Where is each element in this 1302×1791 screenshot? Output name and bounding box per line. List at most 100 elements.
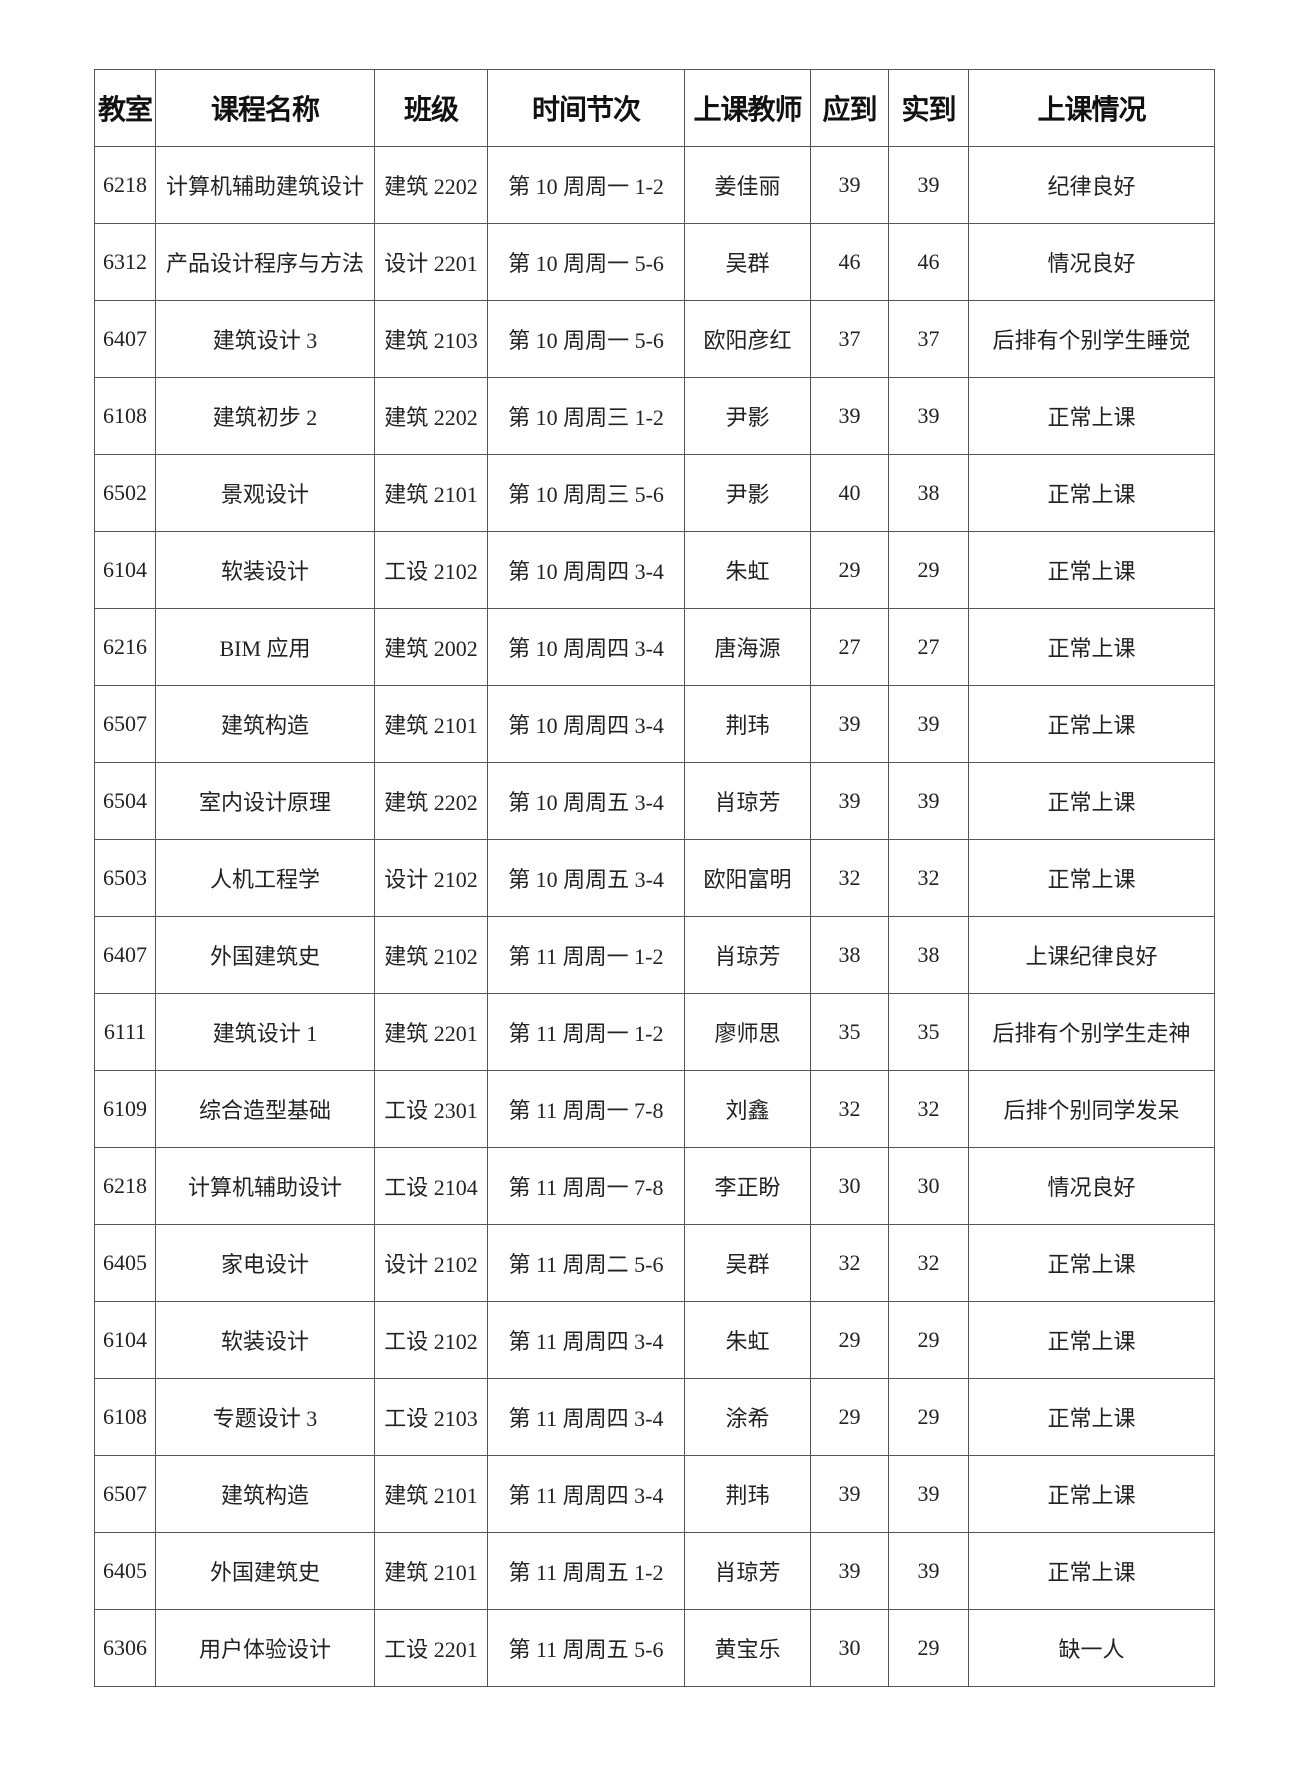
cell-time-slot: 第 11 周周一 1-2	[487, 993, 685, 1071]
cell-teacher: 朱虹	[684, 531, 811, 609]
cell-present: 32	[888, 1070, 969, 1148]
cell-classroom: 6405	[94, 1532, 156, 1610]
cell-course-name: 软装设计	[155, 1301, 375, 1379]
cell-status: 后排个别同学发呆	[968, 1070, 1215, 1148]
cell-class: 设计 2102	[374, 1224, 488, 1302]
cell-time-slot: 第 11 周周四 3-4	[487, 1455, 685, 1533]
cell-expected: 29	[810, 1301, 889, 1379]
cell-class: 建筑 2101	[374, 1455, 488, 1533]
cell-class: 工设 2201	[374, 1609, 488, 1687]
table-row: 6407 建筑设计 3 建筑 2103 第 10 周周一 5-6 欧阳彦红 37 37 后排有…	[94, 300, 1215, 378]
cell-teacher: 荆玮	[684, 685, 811, 763]
cell-status: 后排有个别学生走神	[968, 993, 1215, 1071]
cell-class: 工设 2103	[374, 1378, 488, 1456]
cell-status: 正常上课	[968, 1378, 1215, 1456]
cell-present: 38	[888, 916, 969, 994]
cell-expected: 39	[810, 377, 889, 455]
cell-class: 工设 2102	[374, 1301, 488, 1379]
cell-teacher: 肖琼芳	[684, 762, 811, 840]
cell-present: 39	[888, 762, 969, 840]
cell-classroom: 6216	[94, 608, 156, 686]
cell-teacher: 肖琼芳	[684, 916, 811, 994]
cell-course-name: 专题设计 3	[155, 1378, 375, 1456]
cell-classroom: 6104	[94, 531, 156, 609]
cell-present: 32	[888, 1224, 969, 1302]
cell-expected: 32	[810, 839, 889, 917]
cell-time-slot: 第 11 周周一 1-2	[487, 916, 685, 994]
cell-teacher: 荆玮	[684, 1455, 811, 1533]
cell-time-slot: 第 10 周周五 3-4	[487, 762, 685, 840]
cell-course-name: 建筑构造	[155, 685, 375, 763]
cell-time-slot: 第 10 周周三 5-6	[487, 454, 685, 532]
header-row: 教室 课程名称 班级 时间节次 上课教师 应到 实到 上课情况	[94, 69, 1215, 147]
cell-expected: 38	[810, 916, 889, 994]
cell-course-name: 综合造型基础	[155, 1070, 375, 1148]
cell-present: 37	[888, 300, 969, 378]
cell-status: 正常上课	[968, 685, 1215, 763]
cell-time-slot: 第 10 周周四 3-4	[487, 531, 685, 609]
cell-expected: 29	[810, 531, 889, 609]
table-row: 6111 建筑设计 1 建筑 2201 第 11 周周一 1-2 廖师思 35 35 后排有个…	[94, 993, 1215, 1071]
cell-expected: 29	[810, 1378, 889, 1456]
cell-classroom: 6104	[94, 1301, 156, 1379]
cell-teacher: 廖师思	[684, 993, 811, 1071]
cell-status: 正常上课	[968, 1532, 1215, 1610]
cell-teacher: 肖琼芳	[684, 1532, 811, 1610]
cell-status: 正常上课	[968, 1455, 1215, 1533]
cell-course-name: 家电设计	[155, 1224, 375, 1302]
cell-class: 建筑 2101	[374, 454, 488, 532]
cell-classroom: 6109	[94, 1070, 156, 1148]
cell-class: 工设 2102	[374, 531, 488, 609]
cell-class: 建筑 2101	[374, 1532, 488, 1610]
cell-teacher: 黄宝乐	[684, 1609, 811, 1687]
cell-status: 情况良好	[968, 223, 1215, 301]
attendance-table: 教室 课程名称 班级 时间节次 上课教师 应到 实到 上课情况 6218 计算机辅助建筑设计 建筑…	[94, 69, 1215, 1687]
table-row: 6104 软装设计 工设 2102 第 10 周周四 3-4 朱虹 29 29 正常上课	[94, 531, 1215, 609]
cell-present: 39	[888, 377, 969, 455]
cell-teacher: 尹影	[684, 377, 811, 455]
cell-status: 正常上课	[968, 1301, 1215, 1379]
table-row: 6216 BIM 应用 建筑 2002 第 10 周周四 3-4 唐海源 27 27 正常上课	[94, 608, 1215, 686]
cell-expected: 37	[810, 300, 889, 378]
cell-status: 正常上课	[968, 1224, 1215, 1302]
table-row: 6507 建筑构造 建筑 2101 第 11 周周四 3-4 荆玮 39 39 正常上课	[94, 1455, 1215, 1533]
cell-time-slot: 第 11 周周四 3-4	[487, 1378, 685, 1456]
cell-course-name: 室内设计原理	[155, 762, 375, 840]
cell-teacher: 姜佳丽	[684, 146, 811, 224]
cell-classroom: 6502	[94, 454, 156, 532]
cell-course-name: BIM 应用	[155, 608, 375, 686]
cell-present: 29	[888, 1301, 969, 1379]
cell-classroom: 6503	[94, 839, 156, 917]
cell-classroom: 6108	[94, 1378, 156, 1456]
cell-course-name: 建筑初步 2	[155, 377, 375, 455]
cell-classroom: 6405	[94, 1224, 156, 1302]
table-row: 6405 家电设计 设计 2102 第 11 周周二 5-6 吴群 32 32 正常上课	[94, 1224, 1215, 1302]
cell-time-slot: 第 10 周周三 1-2	[487, 377, 685, 455]
table-row: 6218 计算机辅助建筑设计 建筑 2202 第 10 周周一 1-2 姜佳丽 39 39 纪…	[94, 146, 1215, 224]
cell-course-name: 产品设计程序与方法	[155, 223, 375, 301]
header-expected: 应到	[810, 69, 889, 147]
cell-course-name: 人机工程学	[155, 839, 375, 917]
cell-expected: 39	[810, 685, 889, 763]
cell-time-slot: 第 10 周周一 5-6	[487, 223, 685, 301]
cell-course-name: 计算机辅助设计	[155, 1147, 375, 1225]
table-row: 6504 室内设计原理 建筑 2202 第 10 周周五 3-4 肖琼芳 39 39 正常上课	[94, 762, 1215, 840]
cell-expected: 32	[810, 1224, 889, 1302]
cell-present: 39	[888, 1532, 969, 1610]
header-teacher: 上课教师	[684, 69, 811, 147]
table-row: 6405 外国建筑史 建筑 2101 第 11 周周五 1-2 肖琼芳 39 39 正常上课	[94, 1532, 1215, 1610]
cell-expected: 39	[810, 762, 889, 840]
cell-course-name: 景观设计	[155, 454, 375, 532]
cell-present: 27	[888, 608, 969, 686]
cell-time-slot: 第 11 周周五 5-6	[487, 1609, 685, 1687]
cell-teacher: 吴群	[684, 223, 811, 301]
table-row: 6502 景观设计 建筑 2101 第 10 周周三 5-6 尹影 40 38 正常上课	[94, 454, 1215, 532]
table-row: 6104 软装设计 工设 2102 第 11 周周四 3-4 朱虹 29 29 正常上课	[94, 1301, 1215, 1379]
cell-teacher: 唐海源	[684, 608, 811, 686]
cell-time-slot: 第 10 周周四 3-4	[487, 685, 685, 763]
cell-status: 正常上课	[968, 531, 1215, 609]
cell-present: 39	[888, 146, 969, 224]
cell-class: 工设 2301	[374, 1070, 488, 1148]
cell-status: 正常上课	[968, 454, 1215, 532]
cell-course-name: 计算机辅助建筑设计	[155, 146, 375, 224]
